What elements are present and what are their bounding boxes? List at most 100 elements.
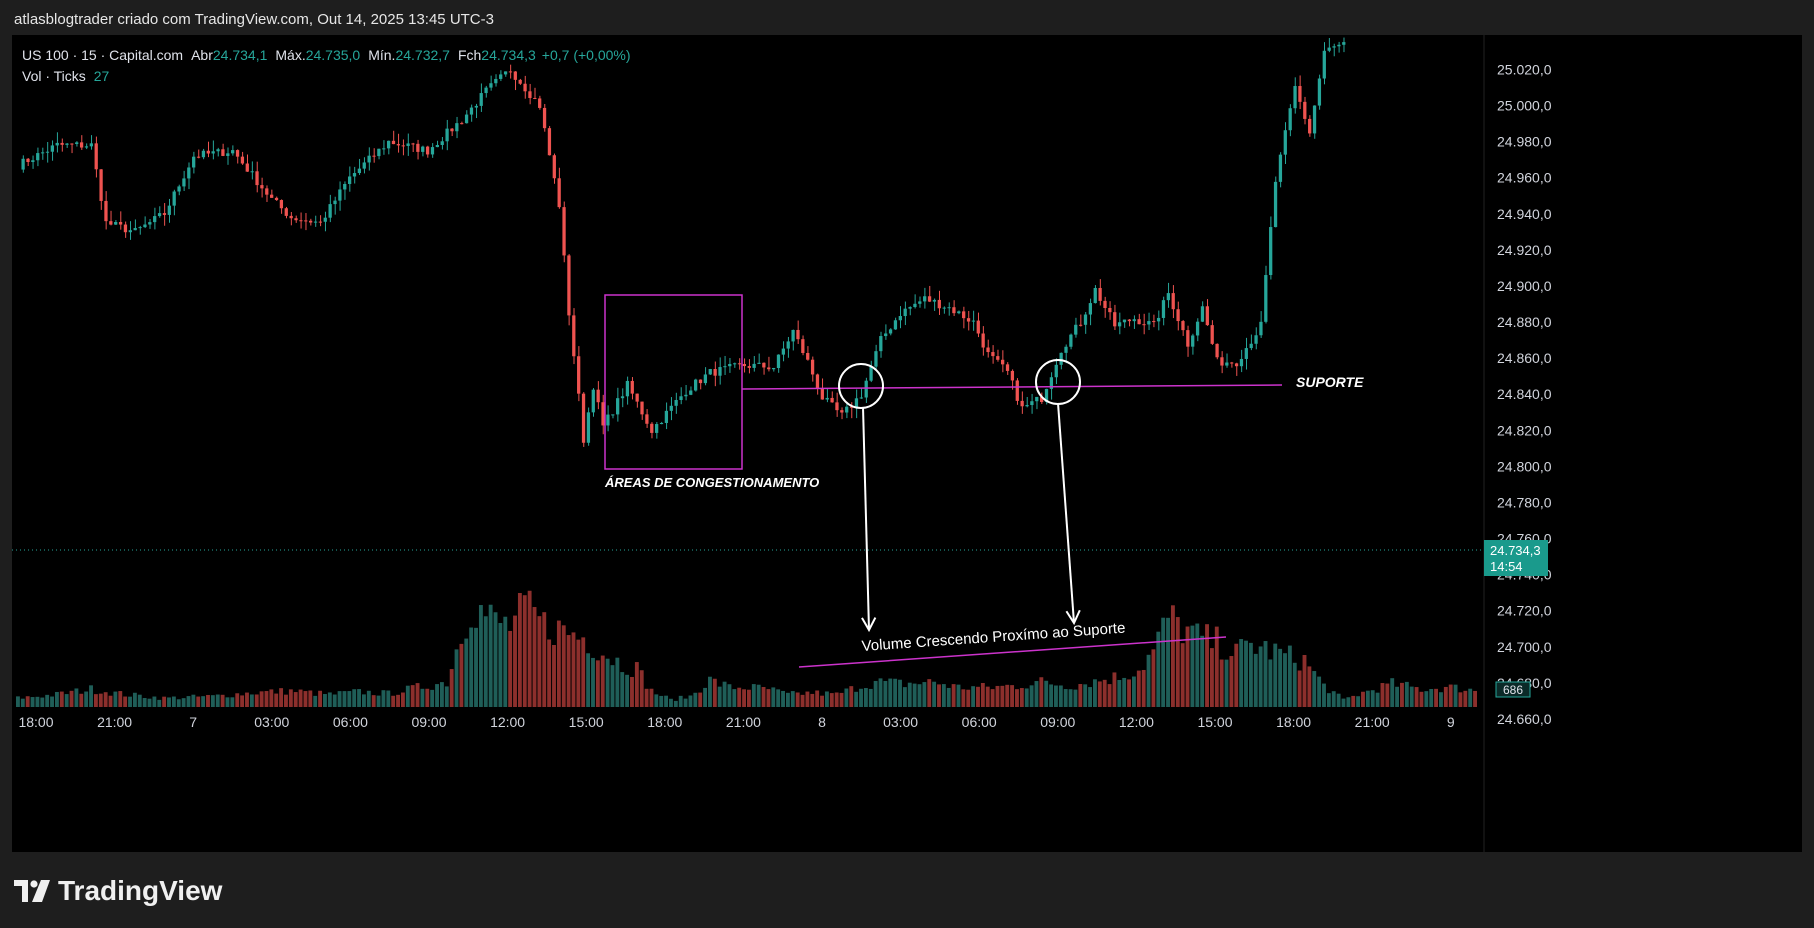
candle-body xyxy=(659,422,664,425)
volume-bar xyxy=(878,678,883,707)
candle-body xyxy=(1108,307,1112,313)
volume-bar xyxy=(1322,683,1326,707)
candle xyxy=(182,170,186,191)
candle-body xyxy=(65,143,69,145)
time-tick-label: 06:00 xyxy=(962,714,997,730)
volume-bar xyxy=(1263,641,1268,707)
support-touch-circle-1[interactable] xyxy=(838,363,884,409)
volume-bar xyxy=(50,696,54,707)
candle xyxy=(469,104,474,122)
volume-bar xyxy=(732,689,737,707)
volume-arrow-2[interactable] xyxy=(1057,402,1081,626)
candle xyxy=(538,95,542,110)
volume-bar xyxy=(683,698,688,707)
current-price-badge xyxy=(1484,540,1548,576)
candle xyxy=(966,310,971,331)
candle-body xyxy=(21,158,25,170)
volume-bar xyxy=(503,616,508,707)
candle-body xyxy=(781,348,785,355)
candle xyxy=(1278,152,1283,188)
volume-bar xyxy=(16,696,20,707)
candle xyxy=(1137,313,1141,325)
candle xyxy=(352,166,357,184)
candle xyxy=(1264,265,1268,324)
volume-bar xyxy=(366,690,371,707)
candle-body xyxy=(435,144,439,148)
candle xyxy=(518,78,522,85)
volume-bar xyxy=(1180,643,1185,707)
volume-bar xyxy=(474,627,478,707)
volume-bar xyxy=(1078,684,1083,707)
candle xyxy=(299,212,303,229)
candle xyxy=(231,145,235,156)
candle-body xyxy=(552,155,556,179)
price-axis[interactable]: 25.020,0 25.000,0 24.980,0 24.960,0 24.940,0… xyxy=(1497,61,1552,727)
candle xyxy=(26,157,30,167)
candle-body xyxy=(167,205,171,215)
support-line[interactable] xyxy=(741,384,1283,390)
candle xyxy=(260,177,264,198)
candle-body xyxy=(1312,105,1317,134)
candle xyxy=(1064,344,1068,364)
volume-bar xyxy=(235,693,240,707)
volume-bar xyxy=(288,689,293,707)
volume-arrow-1[interactable] xyxy=(861,406,877,633)
volume-bar xyxy=(561,625,566,707)
volume-bar xyxy=(776,689,781,707)
volume-bar xyxy=(459,643,464,707)
tradingview-logo[interactable]: TradingView xyxy=(14,875,222,907)
candle xyxy=(1142,313,1146,335)
candle-body xyxy=(1283,130,1287,155)
price-tick-label: 24.980,0 xyxy=(1497,134,1552,150)
candle xyxy=(1020,391,1024,414)
candle-body xyxy=(289,215,293,219)
volume-bar xyxy=(469,627,474,707)
candle-body xyxy=(771,368,776,370)
candle-body xyxy=(391,140,396,145)
time-axis[interactable]: 18:00 21:00 7 03:00 06:00 09:00 12:00 15:00 18:0… xyxy=(18,714,1454,730)
time-tick-label: 8 xyxy=(818,714,826,730)
volume-bar xyxy=(191,694,196,707)
support-touch-circle-2[interactable] xyxy=(1035,359,1081,405)
candle xyxy=(611,414,615,419)
volume-bar xyxy=(566,635,571,707)
candle-body xyxy=(338,189,342,201)
candle-body xyxy=(494,78,498,84)
candle xyxy=(796,320,800,344)
legend-symbol[interactable]: US 100 · 15 · Capital.com xyxy=(22,47,184,63)
candle xyxy=(367,147,371,171)
candle xyxy=(523,75,527,99)
candlestick-chart[interactable]: 25.020,0 25.000,0 24.980,0 24.960,0 24.940,0… xyxy=(12,35,1802,852)
candle-body xyxy=(1122,319,1127,323)
candle xyxy=(460,121,464,125)
chart-panel[interactable]: 25.020,0 25.000,0 24.980,0 24.960,0 24.940,0… xyxy=(12,35,1802,852)
candle xyxy=(1234,362,1239,376)
candle xyxy=(601,394,605,435)
volume-trend-line[interactable] xyxy=(798,636,1227,668)
candle-body xyxy=(971,320,976,322)
candle-body xyxy=(888,329,893,334)
candle-body xyxy=(849,406,854,408)
candle-body xyxy=(40,152,45,154)
candle-body xyxy=(1342,42,1346,45)
legend-volume-label[interactable]: Vol · Ticks xyxy=(22,68,86,84)
volume-bar xyxy=(254,694,259,707)
candle xyxy=(508,64,513,79)
candle-body xyxy=(674,400,678,406)
candle-body xyxy=(577,356,581,394)
volume-bar xyxy=(1434,688,1439,707)
volume-bar xyxy=(264,691,269,707)
volume-bar xyxy=(1029,685,1034,707)
candle-body xyxy=(1278,154,1283,182)
candles[interactable] xyxy=(21,37,1346,447)
volume-bar xyxy=(1283,653,1287,707)
candle xyxy=(708,368,712,375)
volume-bar xyxy=(1005,684,1010,707)
volume-bar xyxy=(673,700,678,707)
candle-body xyxy=(1195,321,1200,336)
congestion-area-box[interactable] xyxy=(604,294,743,470)
candle-body xyxy=(45,151,50,153)
candle xyxy=(177,184,181,196)
candle xyxy=(815,373,820,395)
volume-bar xyxy=(600,655,605,707)
